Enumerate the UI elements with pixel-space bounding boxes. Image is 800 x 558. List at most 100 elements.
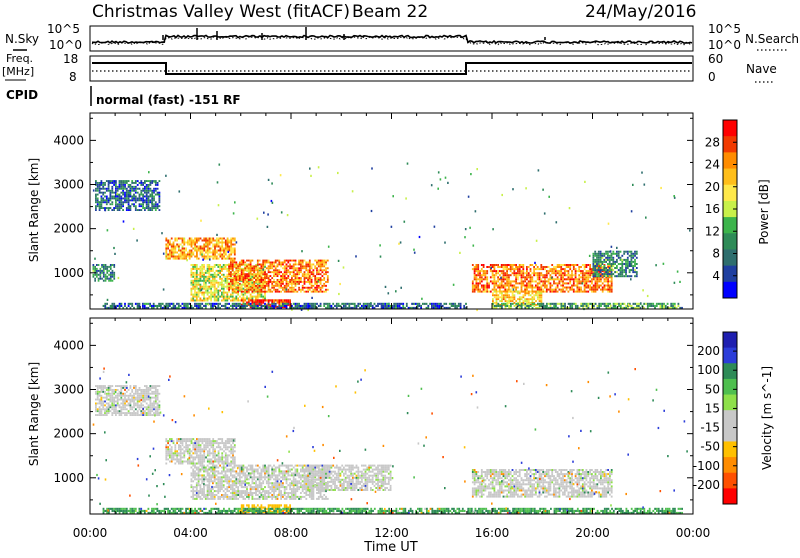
heatmap-cell <box>593 253 595 255</box>
colorbar-tick-label: 8 <box>712 247 720 261</box>
heatmap-cell <box>522 264 524 266</box>
heatmap-cell <box>515 289 517 291</box>
heatmap-cell <box>180 454 182 456</box>
heatmap-cell <box>191 450 193 452</box>
heatmap-cell <box>602 303 604 305</box>
heatmap-cell <box>555 282 557 284</box>
heatmap-cell <box>634 259 636 261</box>
heatmap-cell <box>577 289 579 291</box>
heatmap-cell <box>318 287 320 289</box>
heatmap-cell <box>553 303 555 305</box>
heatmap-cell <box>625 263 627 265</box>
heatmap-cell <box>100 274 102 276</box>
heatmap-cell <box>282 275 284 277</box>
heatmap-cell <box>174 252 176 254</box>
heatmap-cell <box>146 186 148 188</box>
heatmap-cell <box>94 274 96 276</box>
heatmap-cell <box>289 260 291 262</box>
heatmap-cell <box>174 454 176 456</box>
heatmap-cell <box>573 291 575 293</box>
heatmap-cell <box>140 406 142 408</box>
heatmap-cell <box>126 196 128 198</box>
heatmap-cell <box>208 270 210 272</box>
heatmap-cell <box>589 287 591 289</box>
heatmap-cell <box>605 271 607 273</box>
heatmap-cell <box>142 305 144 307</box>
heatmap-cell <box>137 209 139 211</box>
heatmap-cell <box>191 246 193 248</box>
heatmap-cell <box>533 272 535 274</box>
heatmap-cell <box>632 257 634 259</box>
heatmap-cell <box>232 277 234 279</box>
heatmap-cell <box>298 283 300 285</box>
heatmap-cell <box>226 292 228 294</box>
heatmap-cell <box>584 272 586 274</box>
heatmap-cell <box>636 253 638 255</box>
heatmap-cell <box>214 454 216 456</box>
heatmap-cell <box>621 265 623 267</box>
heatmap-cell <box>241 298 243 300</box>
heatmap-cell <box>313 305 315 307</box>
heatmap-cell <box>241 273 243 275</box>
heatmap-cell <box>540 266 542 268</box>
heatmap-cell <box>203 274 205 276</box>
heatmap-cell <box>192 274 194 276</box>
heatmap-speckle <box>513 289 515 291</box>
heatmap-cell <box>97 395 99 397</box>
heatmap-cell <box>522 274 524 276</box>
heatmap-cell <box>286 265 288 267</box>
heatmap-cell <box>155 406 157 408</box>
heatmap-cell <box>341 303 343 305</box>
heatmap-cell <box>157 393 159 395</box>
heatmap-cell <box>174 258 176 260</box>
heatmap-cell <box>243 271 245 273</box>
heatmap-cell <box>259 271 261 273</box>
heatmap-cell <box>300 281 302 283</box>
heatmap-speckle <box>343 266 345 268</box>
heatmap-cell <box>150 196 152 198</box>
power-ylabel: Slant Range [km] <box>27 158 41 262</box>
heatmap-cell <box>320 289 322 291</box>
heatmap-speckle <box>338 293 340 295</box>
heatmap-cell <box>110 268 112 270</box>
heatmap-cell <box>128 201 130 203</box>
heatmap-cell <box>584 280 586 282</box>
heatmap-cell <box>124 199 126 201</box>
heatmap-cell <box>593 273 595 275</box>
heatmap-cell <box>594 269 596 271</box>
heatmap-speckle <box>179 190 181 192</box>
heatmap-cell <box>95 198 97 200</box>
heatmap-cell <box>555 274 557 276</box>
heatmap-cell <box>323 262 325 264</box>
heatmap-cell <box>243 269 245 271</box>
heatmap-speckle <box>216 234 218 236</box>
heatmap-cell <box>560 276 562 278</box>
heatmap-cell <box>159 393 161 395</box>
heatmap-cell <box>311 305 313 307</box>
heatmap-cell <box>264 299 266 301</box>
heatmap-cell <box>560 278 562 280</box>
heatmap-cell <box>209 458 211 460</box>
heatmap-cell <box>325 281 327 283</box>
heatmap-cell <box>354 303 356 305</box>
heatmap-cell <box>122 395 124 397</box>
heatmap-cell <box>307 277 309 279</box>
heatmap-cell <box>631 305 633 307</box>
heatmap-cell <box>314 287 316 289</box>
heatmap-cell <box>296 305 298 307</box>
heatmap-cell <box>609 291 611 293</box>
heatmap-cell <box>100 276 102 278</box>
heatmap-cell <box>126 404 128 406</box>
heatmap-cell <box>96 264 98 266</box>
heatmap-cell <box>577 270 579 272</box>
heatmap-cell <box>200 278 202 280</box>
heatmap-cell <box>309 283 311 285</box>
heatmap-cell <box>148 387 150 389</box>
heatmap-cell <box>115 198 117 200</box>
heatmap-cell <box>544 282 546 284</box>
heatmap-cell <box>140 403 142 405</box>
heatmap-cell <box>316 287 318 289</box>
heatmap-cell <box>320 269 322 271</box>
heatmap-cell <box>210 296 212 298</box>
heatmap-cell <box>117 207 119 209</box>
